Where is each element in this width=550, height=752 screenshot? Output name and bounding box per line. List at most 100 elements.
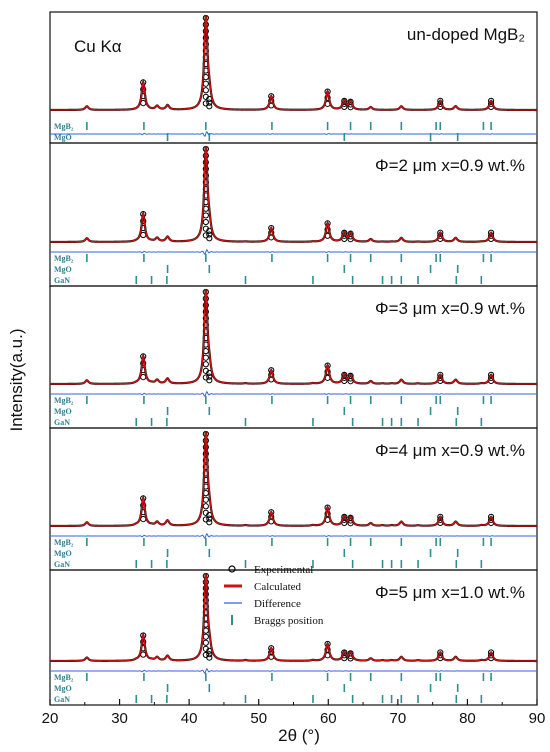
- phase-label-mgo: MgO: [54, 265, 72, 274]
- experimental-point: [202, 603, 209, 610]
- phase-label-mgb2: MgB₂: [54, 673, 74, 682]
- panel-label: Φ=2 μm x=0.9 wt.%: [375, 156, 525, 175]
- experimental-point: [206, 654, 213, 661]
- x-axis-label: 2θ (°): [278, 726, 320, 745]
- phase-label-mgb2: MgB₂: [54, 396, 74, 405]
- experimental-point: [347, 378, 354, 385]
- panel-5: Φ=5 μm x=1.0 wt.% MgB₂ MgO GaN: [49, 569, 538, 706]
- experimental-point: [202, 463, 209, 470]
- experimental-point: [341, 371, 348, 378]
- difference-line: [50, 533, 537, 539]
- experimental-points: [140, 572, 495, 662]
- experimental-point: [268, 649, 275, 656]
- experimental-point: [202, 165, 209, 173]
- experimental-point: [437, 229, 444, 236]
- experimental-point: [202, 80, 209, 87]
- experimental-point: [206, 231, 213, 238]
- experimental-point: [202, 639, 209, 646]
- phase-label-mgo: MgO: [54, 684, 72, 693]
- experimental-point: [202, 179, 209, 186]
- experimental-point: [268, 513, 275, 520]
- experimental-point: [487, 229, 495, 236]
- experimental-point: [202, 34, 209, 41]
- experimental-point: [202, 496, 209, 503]
- phase-label-gan: GaN: [54, 695, 70, 704]
- difference-line: [50, 249, 537, 255]
- experimental-point: [324, 88, 331, 95]
- phase-label-mgb2: MgB₂: [54, 122, 74, 131]
- experimental-point: [206, 373, 213, 380]
- experimental-point: [206, 515, 213, 522]
- x-tick-label: 60: [320, 710, 337, 727]
- legend-label: Calculated: [254, 581, 302, 593]
- experimental-point: [202, 597, 209, 604]
- difference-line: [50, 391, 537, 397]
- experimental-point: [140, 516, 147, 523]
- phase-label-mgb2: MgB₂: [54, 254, 74, 263]
- experimental-point: [202, 503, 209, 510]
- legend: Experimental Calculated Difference Braggs p…: [224, 564, 324, 627]
- experimental-point: [347, 655, 354, 662]
- phase-label-gan: GaN: [54, 418, 70, 427]
- experimental-point: [437, 371, 444, 378]
- experimental-point: [202, 585, 209, 592]
- panel-1: un-doped MgB₂ MgB₂ MgO: [49, 11, 538, 144]
- experimental-point: [202, 28, 209, 35]
- phase-label-mgo: MgO: [54, 549, 72, 558]
- calculated-line: [50, 573, 537, 662]
- experimental-point: [202, 361, 209, 368]
- y-axis-label: Intensity(a.u.): [7, 329, 26, 432]
- experimental-point: [206, 103, 213, 110]
- experimental-point: [140, 231, 147, 239]
- experimental-point: [437, 513, 444, 520]
- experimental-point: [202, 633, 209, 640]
- experimental-point: [202, 41, 209, 48]
- legend-marker: [228, 565, 236, 573]
- experimental-point: [268, 509, 275, 516]
- experimental-point: [341, 229, 348, 236]
- experimental-point: [202, 302, 209, 309]
- experimental-point: [202, 212, 209, 219]
- experimental-point: [324, 362, 331, 369]
- difference-line: [50, 668, 537, 674]
- x-axis: 20 30 40 50 60 70 80 90: [42, 699, 546, 727]
- experimental-point: [206, 651, 213, 658]
- legend-item: Calculated: [224, 581, 302, 593]
- experimental-point: [206, 519, 213, 526]
- experimental-point: [140, 217, 147, 225]
- x-tick-label: 90: [529, 710, 546, 727]
- experimental-point: [268, 97, 275, 104]
- calculated-line: [50, 146, 537, 243]
- legend-item: Experimental: [228, 564, 313, 576]
- experimental-point: [268, 224, 275, 232]
- x-tick-label: 80: [459, 710, 476, 727]
- experimental-point: [341, 97, 348, 104]
- experimental-point: [140, 651, 147, 658]
- experimental-point: [140, 502, 147, 509]
- experimental-point: [324, 368, 331, 375]
- x-tick-label: 40: [181, 710, 198, 727]
- legend-item: Braggs position: [231, 615, 324, 627]
- experimental-point: [202, 444, 209, 451]
- panel-label: Φ=4 μm x=0.9 wt.%: [375, 441, 525, 460]
- legend-label: Experimental: [254, 564, 313, 576]
- x-tick-label: 70: [390, 710, 407, 727]
- experimental-point: [268, 367, 275, 374]
- radiation-annotation: Cu Kα: [74, 37, 122, 56]
- experimental-point: [268, 645, 275, 652]
- panel-label: Φ=3 μm x=0.9 wt.%: [375, 299, 525, 318]
- experimental-point: [202, 591, 209, 598]
- experimental-point: [140, 360, 147, 367]
- panel-label: Φ=5 μm x=1.0 wt.%: [375, 583, 525, 602]
- phase-label-gan: GaN: [54, 560, 70, 569]
- phase-label-mgb2: MgB₂: [54, 538, 74, 547]
- experimental-point: [487, 97, 495, 104]
- difference-line: [50, 131, 537, 137]
- x-tick-label: 50: [250, 710, 267, 727]
- experimental-point: [202, 315, 209, 322]
- experimental-point: [202, 308, 209, 315]
- experimental-point: [487, 371, 495, 378]
- experimental-point: [202, 645, 209, 652]
- phase-label-mgo: MgO: [54, 407, 72, 416]
- experimental-point: [324, 226, 331, 233]
